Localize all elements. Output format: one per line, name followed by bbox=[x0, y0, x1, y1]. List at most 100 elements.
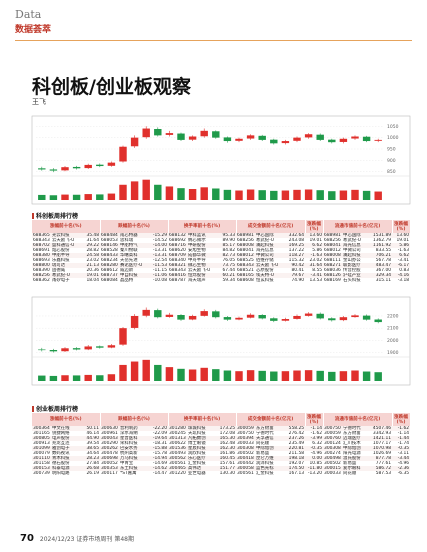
y-tick-label: 850 bbox=[387, 169, 396, 175]
table-cell: 300493 bbox=[169, 451, 186, 456]
table-cell: 星普医科 bbox=[119, 436, 147, 441]
table-cell: -0.35 bbox=[305, 446, 324, 451]
table-cell: 东土科技 bbox=[119, 466, 147, 471]
table-cell: 688256 bbox=[32, 273, 51, 278]
table-cell: 300033 bbox=[324, 471, 341, 476]
column-header: 换手率前十名(%) bbox=[168, 220, 237, 233]
table-cell: 688416 bbox=[168, 273, 188, 278]
table-cell: 777.61 bbox=[375, 461, 392, 466]
table-cell: 云天励飞-U bbox=[255, 263, 282, 268]
candle-body bbox=[235, 138, 243, 141]
table-cell: -1.74 bbox=[397, 441, 410, 446]
table-cell: 29.22 bbox=[78, 243, 101, 248]
candle-body bbox=[281, 141, 290, 144]
table-cell: 天孚通信 bbox=[255, 436, 282, 441]
candle-body bbox=[293, 315, 301, 319]
table-cell: 31.64 bbox=[305, 263, 324, 268]
table-cell: 19.01 bbox=[309, 238, 323, 243]
article-title: 科创板/创业板观察 bbox=[32, 76, 191, 98]
table-cell: 中研股份 bbox=[187, 243, 215, 248]
table-cell: 宁德时代 bbox=[256, 431, 274, 436]
table-cell: 24.58 bbox=[78, 253, 101, 258]
table-cell: 76.05 bbox=[222, 258, 236, 263]
volume-bar bbox=[165, 367, 174, 381]
table-cell: 0.83 bbox=[399, 268, 410, 273]
table-cell: 688271 bbox=[323, 263, 343, 268]
table-row: 300153 科泰电源 26.68 300353 东土科技 -14.62 300465 高伟达… bbox=[32, 466, 411, 471]
table-cell: 13.60 bbox=[392, 233, 411, 238]
table-cell: 300058 bbox=[236, 466, 256, 471]
volume-bar bbox=[38, 194, 46, 200]
table-cell: -11.06 bbox=[146, 273, 169, 278]
volume-bar bbox=[235, 371, 243, 381]
table-cell: 67.44 bbox=[222, 268, 236, 273]
table-cell: 688390 bbox=[33, 268, 50, 273]
table-cell: 95.33 bbox=[214, 233, 237, 238]
volume-bar bbox=[246, 189, 255, 200]
table-cell: 688343 bbox=[169, 268, 186, 273]
candle-body bbox=[235, 317, 243, 320]
table-cell: 1026.69 bbox=[372, 451, 392, 456]
table-cell: 688256 bbox=[324, 238, 341, 243]
table-cell: 东方财富 bbox=[255, 426, 282, 431]
table-cell: 300059 bbox=[236, 426, 256, 431]
table-cell: 温氏股份 bbox=[342, 456, 369, 461]
candle-body bbox=[177, 133, 185, 140]
table-cell: 星宸科技 bbox=[187, 446, 215, 451]
header-rule bbox=[15, 40, 412, 41]
volume-bar bbox=[200, 187, 208, 200]
table-cell: 567.78 bbox=[375, 258, 392, 263]
table-cell: 301536 bbox=[168, 446, 188, 451]
table-cell: 688380 bbox=[32, 253, 51, 258]
table-cell: 普利制药 bbox=[119, 426, 147, 431]
table-cell: 586.72 bbox=[368, 466, 393, 471]
table-cell: 688008 bbox=[323, 253, 343, 258]
column-header: 涨幅前十名(%) bbox=[32, 413, 101, 426]
candle-body bbox=[154, 129, 162, 136]
table-cell: -11.80 bbox=[305, 466, 324, 471]
table-cell: 中文在线 bbox=[51, 426, 78, 431]
table-cell: 50.11 bbox=[78, 426, 101, 431]
table-cell: 亚世电器 bbox=[188, 471, 206, 476]
table-cell: 80.41 bbox=[291, 268, 305, 273]
volume-bar bbox=[270, 190, 278, 200]
table-cell: 6.32 bbox=[312, 441, 323, 446]
table-cell: 300478 bbox=[101, 451, 118, 456]
candle-body bbox=[304, 313, 313, 316]
table-cell: 165.30 bbox=[214, 436, 237, 441]
y-tick-label: 1050 bbox=[387, 124, 399, 130]
table-row: 688365 光云科技 35.48 688484 南芯特器 -15.29 688132 中科蓝… bbox=[32, 233, 411, 238]
table-cell: 300124 bbox=[324, 441, 341, 446]
table-cell: 44.90 bbox=[78, 436, 101, 441]
table-row: 300739 明阳电路 26.19 300117 *ST嘉寓 -14.47 301220 亚世… bbox=[32, 471, 410, 476]
table-cell: 688343 bbox=[236, 263, 256, 268]
candle-body bbox=[61, 167, 69, 171]
table-cell: 300153 bbox=[32, 466, 51, 471]
candle-body bbox=[119, 146, 127, 162]
table-cell: 传音控股 bbox=[343, 268, 361, 273]
table-cell: 海光信息 bbox=[342, 243, 369, 248]
table-row: 300805 电声股份 44.90 300043 星普医科 -19.64 301313 凡拓数… bbox=[32, 436, 411, 441]
table-cell: 46.14 bbox=[86, 431, 100, 436]
volume-bar bbox=[61, 375, 69, 381]
table-cell: 31.64 bbox=[86, 238, 100, 243]
table-cell: 688484 bbox=[100, 233, 120, 238]
candle-body bbox=[72, 166, 81, 169]
table-cell: 芯原股份 bbox=[256, 268, 274, 273]
chart-frame bbox=[31, 115, 411, 205]
table-cell: 300561 bbox=[169, 461, 186, 466]
candle-body bbox=[61, 348, 69, 352]
table-cell: 青木科技 bbox=[51, 456, 78, 461]
table-cell: 73.75 bbox=[214, 263, 237, 268]
table-cell: 688132 bbox=[168, 233, 188, 238]
candle-body bbox=[96, 164, 104, 167]
table-cell: 300442 bbox=[237, 461, 254, 466]
table-cell: 688521 bbox=[237, 268, 254, 273]
candle-body bbox=[142, 128, 150, 138]
table-cell: 中芯国际 bbox=[342, 233, 369, 238]
table-cell: 科泰电源 bbox=[51, 466, 78, 471]
table-cell: 300308 bbox=[323, 446, 343, 451]
table-cell: -6.35 bbox=[397, 471, 410, 476]
table-cell: 1161.92 bbox=[368, 243, 393, 248]
table-cell: -4.96 bbox=[397, 461, 410, 466]
